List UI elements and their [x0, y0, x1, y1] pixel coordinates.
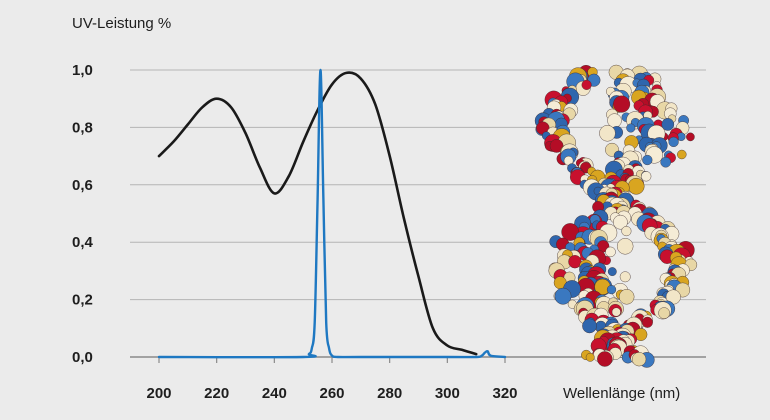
dna-atom	[582, 318, 597, 334]
dna-atom	[549, 139, 564, 153]
dna-atom	[668, 136, 679, 148]
y-tick-label: 1,0	[72, 62, 93, 79]
x-tick-label: 320	[492, 385, 517, 402]
dna-atom	[585, 352, 595, 362]
y-tick-label: 0,8	[72, 119, 93, 136]
dna-atom	[613, 214, 628, 230]
dna-atom	[634, 328, 648, 341]
dna-atom	[581, 79, 592, 90]
x-tick-label: 240	[262, 385, 287, 402]
dna-atom	[599, 125, 616, 142]
dna-atom	[619, 271, 631, 283]
dna-atom	[660, 156, 672, 168]
dna-atom	[561, 223, 580, 241]
dna-atom	[617, 238, 634, 255]
dna-atom	[606, 285, 617, 295]
x-tick-label: 300	[435, 385, 460, 402]
dna-atom	[607, 267, 617, 276]
dna-atom	[626, 123, 636, 133]
dna-atom	[627, 177, 645, 195]
series-line-absorption	[157, 71, 478, 356]
dna-atom	[658, 307, 670, 319]
dna-double-helix-image	[534, 64, 698, 368]
x-tick-label: 220	[204, 385, 229, 402]
x-tick-label: 260	[319, 385, 344, 402]
dna-atom	[641, 171, 652, 182]
dna-atom	[686, 132, 695, 142]
x-axis-title: Wellenlänge (nm)	[563, 385, 680, 402]
dna-atom	[621, 226, 632, 237]
y-axis-title: UV-Leistung %	[72, 15, 171, 32]
dna-atom	[631, 352, 647, 367]
y-tick-label: 0,2	[72, 292, 93, 309]
series-line-uv-output	[157, 68, 507, 359]
x-tick-label: 280	[377, 385, 402, 402]
dna-atom	[677, 149, 687, 160]
series-group	[157, 68, 507, 359]
dna-atom	[613, 95, 631, 113]
dna-atom	[597, 351, 613, 367]
dna-atom	[605, 246, 616, 258]
y-tick-labels: 0,0 0,2 0,4 0,6 0,8 1,0	[72, 62, 94, 366]
dna-atom	[642, 154, 653, 166]
x-tick-label: 200	[146, 385, 171, 402]
y-tick-label: 0,0	[72, 349, 93, 366]
dna-atom	[661, 118, 675, 131]
y-tick-label: 0,4	[72, 234, 94, 251]
dna-atom	[619, 289, 635, 305]
y-tick-label: 0,6	[72, 177, 93, 194]
dna-atom	[641, 316, 653, 328]
x-tick-labels: 200 220 240 260 280 300 320	[146, 357, 518, 402]
dna-atom	[554, 287, 572, 305]
dna-atom	[611, 307, 621, 317]
